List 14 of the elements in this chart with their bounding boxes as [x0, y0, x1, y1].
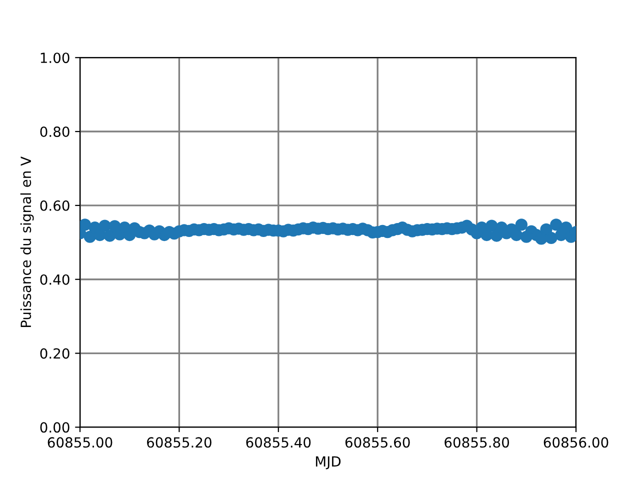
y-tick-label: 0.00 — [40, 422, 70, 433]
x-tick-label: 60856.00 — [544, 437, 608, 448]
y-tick-label: 0.40 — [40, 274, 70, 285]
y-axis-title: Puissance du signal en V — [20, 156, 34, 328]
x-tick-label: 60855.40 — [246, 437, 311, 448]
y-tick-label: 0.20 — [40, 348, 70, 359]
y-tick-label: 0.80 — [40, 126, 70, 137]
x-tick-label: 60855.20 — [147, 437, 212, 448]
x-tick-label: 60855.00 — [48, 437, 112, 448]
x-tick-label: 60855.80 — [444, 437, 510, 448]
x-tick-label: 60855.60 — [345, 437, 410, 448]
y-tick-label: 1.00 — [40, 52, 70, 64]
y-tick-label: 0.60 — [40, 200, 70, 211]
x-axis-title: MJD — [316, 456, 341, 470]
